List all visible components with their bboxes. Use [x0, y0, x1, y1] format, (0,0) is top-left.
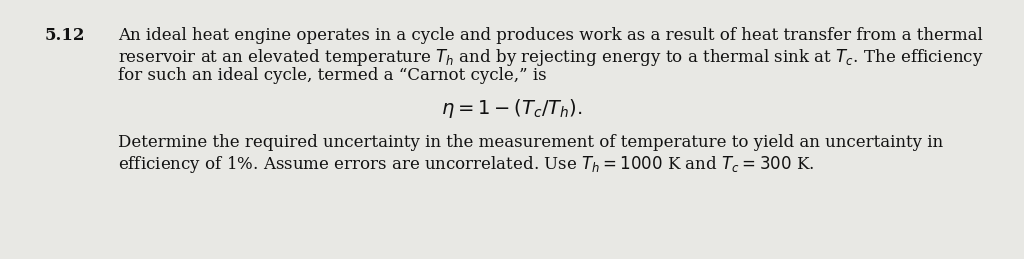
Text: reservoir at an elevated temperature $T_h$ and by rejecting energy to a thermal : reservoir at an elevated temperature $T_…	[118, 47, 983, 68]
Text: efficiency of 1%. Assume errors are uncorrelated. Use $T_h = 1000$ K and $T_c = : efficiency of 1%. Assume errors are unco…	[118, 154, 814, 175]
Text: for such an ideal cycle, termed a “Carnot cycle,” is: for such an ideal cycle, termed a “Carno…	[118, 67, 547, 84]
Text: 5.12: 5.12	[45, 27, 85, 44]
Text: An ideal heat engine operates in a cycle and produces work as a result of heat t: An ideal heat engine operates in a cycle…	[118, 27, 983, 44]
Text: $\eta = 1 - (T_c/T_h).$: $\eta = 1 - (T_c/T_h).$	[441, 97, 583, 120]
Text: Determine the required uncertainty in the measurement of temperature to yield an: Determine the required uncertainty in th…	[118, 134, 943, 151]
